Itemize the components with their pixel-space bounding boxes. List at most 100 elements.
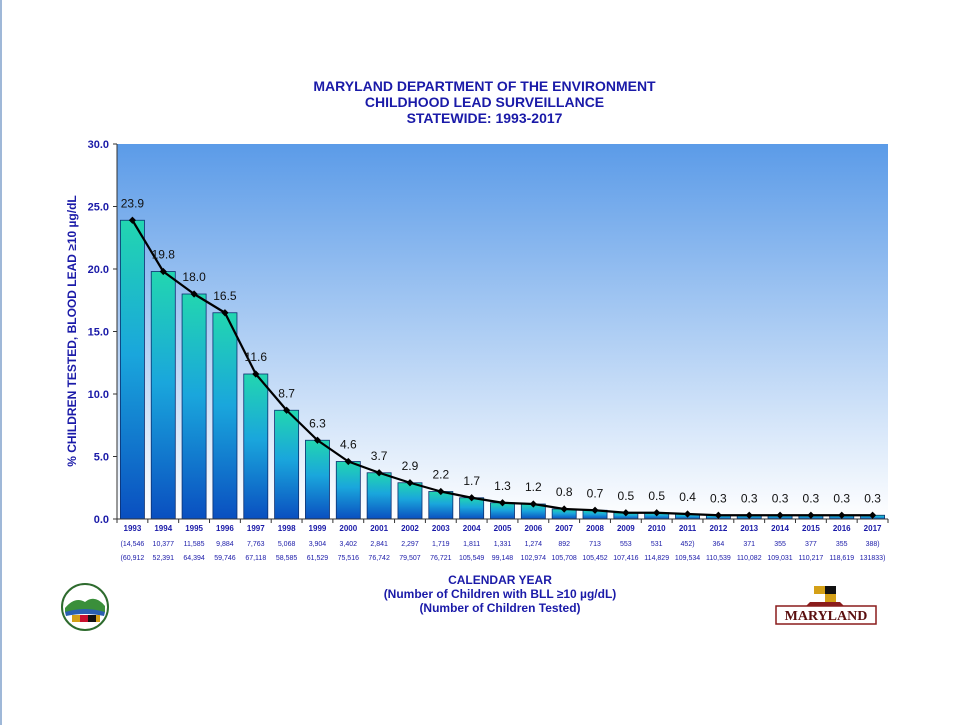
x-tick-label: 1999 [309,524,327,533]
chart-title-line-3: STATEWIDE: 1993-2017 [406,110,563,126]
x-tick-label: 2003 [432,524,450,533]
bll-count-label: 553 [620,541,632,548]
tested-count-label: 76,721 [430,555,452,562]
data-label: 0.3 [741,491,758,505]
bll-count-label: 355 [774,541,786,548]
bar [119,219,145,520]
y-tick-label: 25.0 [88,202,109,214]
trend-marker [159,267,167,276]
data-labels: 23.9 19.8 18.0 16.5 11.6 8.7 6.3 4.6 3.7 2.9 2.2 1.… [121,196,882,505]
maryland-logo: MARYLAND [775,586,877,625]
x-tick-label: 2002 [401,524,419,533]
bll-count-label: 371 [743,541,755,548]
trend-marker [745,511,753,519]
tested-count-label: 105,549 [459,555,484,562]
x-axis-title-line-3: (Number of Children Tested) [419,601,581,615]
data-label: 1.7 [463,474,480,488]
x-tick-label: 1993 [124,524,142,533]
data-label: 0.3 [803,491,820,505]
x-tick-label: 2005 [494,524,512,533]
trend-marker [221,309,229,317]
trend-marker [313,436,322,444]
data-label: 0.5 [648,489,665,503]
x-tick-label: 2017 [864,524,882,533]
y-axis-title: % CHILDREN TESTED, BLOOD LEAD ≥10 µg/dL [65,195,79,467]
tested-count-label: 59,746 [214,555,236,562]
data-label: 0.8 [556,485,573,499]
data-label: 2.9 [402,459,419,473]
x-tick-label: 2006 [524,524,542,533]
tested-count-label: 107,416 [613,555,638,562]
state-seal-icon [61,583,109,631]
data-label: 6.3 [309,416,326,430]
data-label: 2.2 [432,468,449,482]
data-label: 16.5 [213,289,237,303]
data-label: 4.6 [340,438,357,452]
data-label: 18.0 [182,270,206,284]
bll-count-label: 10,377 [153,541,175,548]
x-tick-label: 2008 [586,524,604,533]
trend-marker [529,500,537,508]
trend-marker [683,510,692,518]
tested-count-label: 58,585 [276,555,298,562]
data-label: 0.3 [833,491,850,505]
x-tick-label: 2010 [648,524,666,533]
bll-count-label: 5,068 [278,541,296,548]
trend-marker [252,370,260,378]
bar [274,409,300,520]
data-label: 0.4 [679,490,696,504]
bll-count-label: 2,841 [370,541,388,548]
trend-marker [468,494,476,502]
x-tick-label: 2009 [617,524,635,533]
bll-count-label: 1,331 [494,541,512,548]
tested-count-label: 105,452 [582,555,607,562]
bll-count-label: 2,297 [401,541,419,548]
x-tick-label: 1995 [185,524,203,533]
x-tick-label: 2016 [833,524,851,533]
x-axis: 1993 (14,546 (60,912 1994 10,377 52,391 1995 11… [116,518,889,562]
x-tick-label: 1997 [247,524,265,533]
data-label: 11.6 [245,350,268,364]
page-edge-rule [0,0,2,725]
data-label: 0.5 [618,489,635,503]
tested-count-label: 131833) [860,555,886,562]
bll-count-label: 892 [558,541,570,548]
x-tick-label: 2007 [555,524,573,533]
bar [181,293,207,520]
x-tick-label: 1994 [154,524,172,533]
tested-count-label: 105,708 [552,555,577,562]
tested-count-label: 110,539 [706,555,731,562]
bll-count-label: 377 [805,541,817,548]
x-tick-label: 2000 [339,524,357,533]
bll-count-label: 11,585 [184,541,205,548]
data-label: 3.7 [371,449,388,463]
trend-marker [591,506,599,514]
y-tick-label: 10.0 [88,389,109,401]
trend-marker [437,487,445,496]
x-tick-label: 1996 [216,524,234,533]
bll-count-label: 355 [836,541,848,548]
bar [366,472,392,520]
bar [212,312,238,520]
trend-marker [714,511,722,519]
data-label: 1.3 [494,479,511,493]
y-tick-label: 0.0 [94,514,109,526]
data-label: 1.2 [525,480,542,494]
bar [150,271,176,520]
bll-count-label: 3,402 [340,541,358,548]
y-tick-label: 30.0 [88,139,109,151]
bll-count-label: 7,763 [247,541,265,548]
x-tick-label: 2001 [370,524,388,533]
tested-count-label: 99,148 [492,555,514,562]
chart-title: MARYLAND DEPARTMENT OF THE ENVIRONMENT C… [0,78,969,126]
maryland-logo-text: MARYLAND [785,609,868,624]
trend-marker [375,469,383,477]
data-label: 0.3 [864,491,881,505]
trend-marker [128,216,137,224]
x-tick-label: 2014 [771,524,789,533]
tested-count-label: 52,391 [153,555,175,562]
trend-marker [498,499,507,507]
x-axis-title-line-1: CALENDAR YEAR [448,573,552,587]
x-axis-title: CALENDAR YEAR (Number of Children with B… [250,573,750,615]
